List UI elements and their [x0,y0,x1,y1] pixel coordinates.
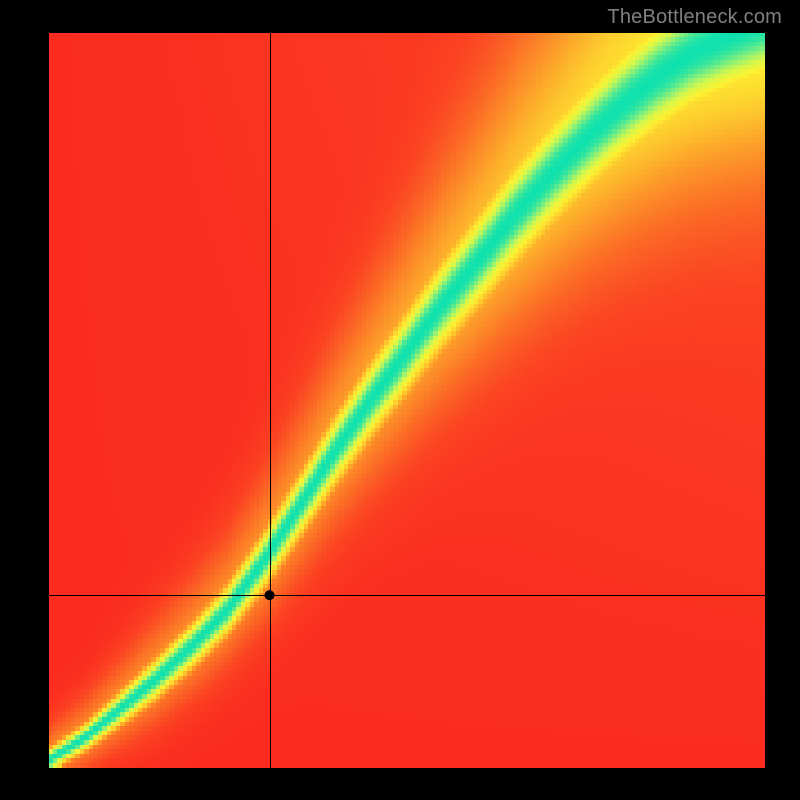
heatmap-canvas [49,33,765,768]
watermark-text: TheBottleneck.com [607,6,782,29]
chart-container: TheBottleneck.com [0,0,800,800]
heatmap-plot [49,33,765,768]
